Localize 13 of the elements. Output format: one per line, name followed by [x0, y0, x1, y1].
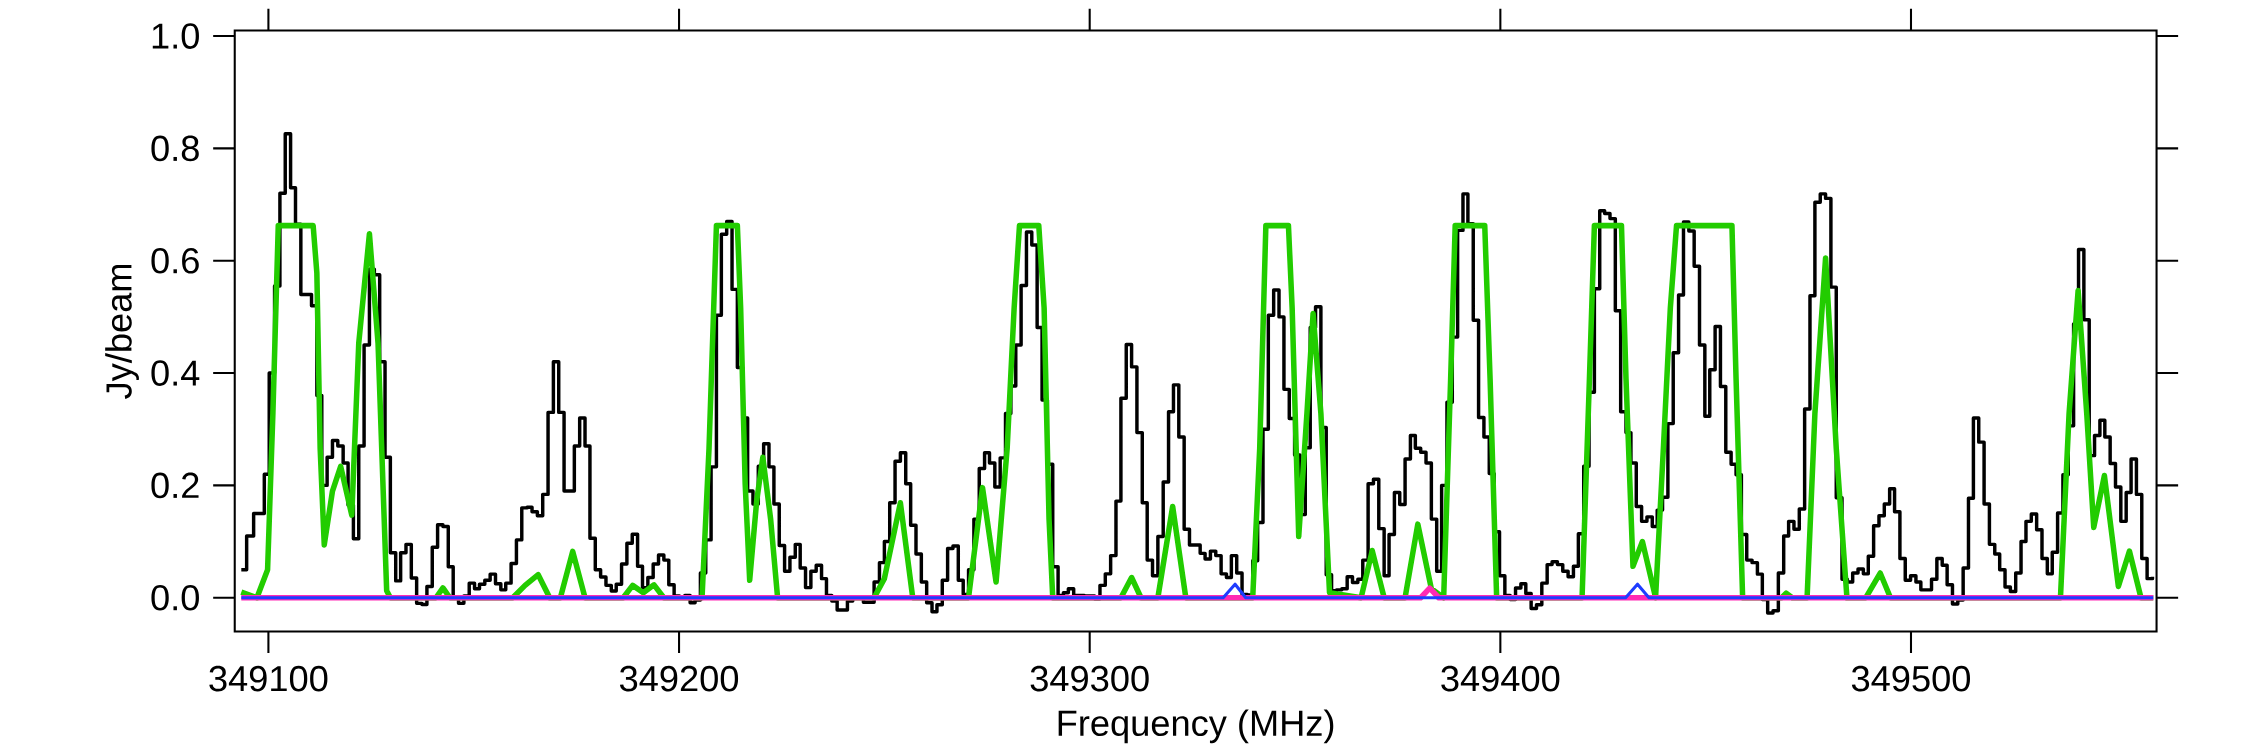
x-tick-label: 349100: [209, 665, 328, 692]
x-axis-title: Frequency (MHz): [1058, 709, 1334, 744]
y-tick-label: 0.6: [151, 247, 199, 274]
x-tick-label: 349300: [1030, 665, 1149, 692]
x-tick-label: 349500: [1851, 665, 1970, 692]
y-axis-title: Jy/beam: [105, 264, 139, 399]
y-tick-label: 0.2: [151, 472, 199, 499]
y-tick-label: 1.0: [152, 23, 199, 49]
y-tick-label: 0.4: [151, 360, 200, 386]
x-tick-label: 349200: [619, 665, 739, 692]
y-tick-label: 0.8: [151, 135, 199, 162]
y-tick-label: 0.0: [151, 584, 199, 611]
x-tick-label: 349400: [1441, 665, 1560, 692]
